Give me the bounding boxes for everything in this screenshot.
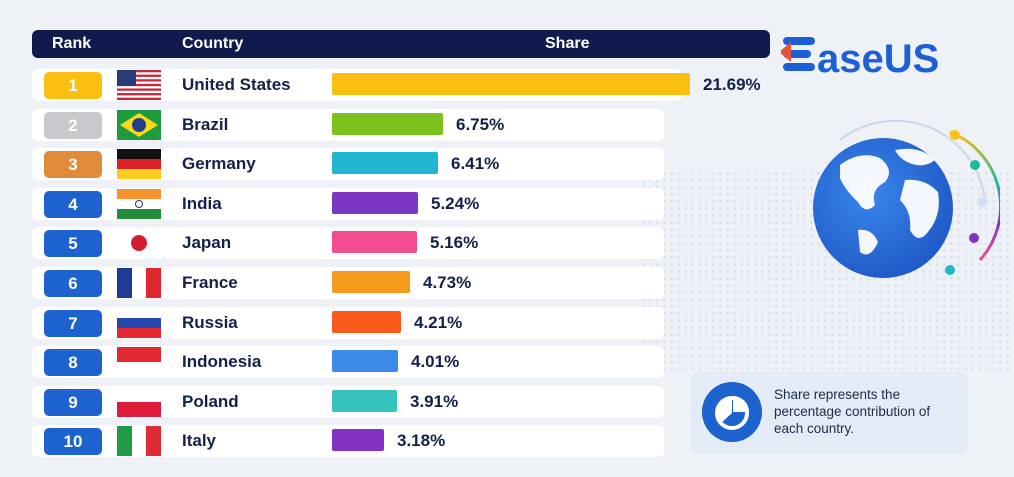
- table-row: 5 Japan 5.16%: [32, 227, 664, 260]
- value-label: 4.01%: [411, 352, 460, 372]
- value-label: 4.21%: [414, 312, 463, 332]
- poland-flag-icon: [117, 386, 161, 417]
- rank-badge: 7: [44, 309, 102, 337]
- country-label: United States: [182, 75, 291, 94]
- country-label: Germany: [182, 154, 256, 174]
- russia-flag-icon: [117, 307, 161, 338]
- value-label: 21.69%: [703, 75, 761, 94]
- table-row: 9 Poland 3.91%: [32, 385, 664, 418]
- country-label: Poland: [182, 391, 239, 411]
- us-flag-icon: [117, 70, 161, 100]
- globe-icon: [813, 120, 1000, 278]
- share-bar: [332, 191, 418, 214]
- share-bar: [332, 389, 397, 412]
- italy-flag-icon: [117, 426, 161, 457]
- share-bar: [332, 112, 443, 135]
- table-row: 4 India 5.24%: [32, 187, 664, 220]
- country-label: Brazil: [182, 114, 229, 134]
- country-label: Russia: [182, 312, 238, 332]
- share-bar: [332, 271, 410, 293]
- pie-chart-icon: [702, 382, 762, 442]
- value-label: 6.41%: [451, 154, 500, 174]
- share-bar: [332, 310, 401, 333]
- note-text: Share represents the percentage contribu…: [774, 387, 931, 436]
- table-row: 8 Indonesia 4.01%: [32, 346, 664, 379]
- table-row: 1 United States 21.69%: [32, 69, 761, 101]
- rank-badge: 3: [44, 151, 102, 179]
- share-bar: [332, 429, 384, 452]
- japan-flag-icon: [117, 228, 161, 259]
- rank-badge: 8: [44, 349, 102, 377]
- share-bar: [332, 73, 690, 95]
- value-label: 5.24%: [431, 193, 480, 213]
- share-bar: [332, 231, 417, 254]
- country-label: France: [182, 273, 238, 292]
- table-row: 3 Germany 6.41%: [32, 148, 664, 181]
- france-flag-icon: [117, 268, 161, 298]
- value-label: 5.16%: [430, 233, 479, 253]
- brazil-flag-icon: [117, 109, 161, 140]
- indonesia-flag-icon: [117, 347, 161, 378]
- share-bar: [332, 152, 438, 175]
- rank-badge: 10: [44, 428, 102, 456]
- country-label: Italy: [182, 431, 217, 451]
- table-row: 2 Brazil 6.75%: [32, 108, 664, 141]
- india-flag-icon: [117, 188, 161, 219]
- rank-header: Rank: [52, 35, 92, 52]
- table-row: 6 France 4.73%: [32, 267, 664, 299]
- table-header: Rank Country Share: [32, 30, 770, 58]
- share-header: Share: [545, 35, 590, 52]
- note-box: Share represents the percentage contribu…: [690, 372, 968, 454]
- rank-badge: 1: [44, 72, 102, 99]
- country-header: Country: [182, 35, 244, 52]
- rank-badge: 4: [44, 190, 102, 218]
- table-row: 10 Italy 3.18%: [32, 425, 664, 458]
- value-label: 4.73%: [423, 273, 472, 292]
- value-label: 6.75%: [456, 114, 505, 134]
- share-bar: [332, 350, 398, 373]
- value-label: 3.91%: [410, 391, 459, 411]
- rank-badge: 2: [44, 111, 102, 139]
- country-label: Indonesia: [182, 352, 262, 372]
- country-label: Japan: [182, 233, 232, 253]
- rank-badge: 9: [44, 388, 102, 416]
- value-label: 3.18%: [397, 431, 446, 451]
- svg-text:aseUS: aseUS: [817, 37, 939, 80]
- easeus-logo: aseUS: [781, 37, 939, 80]
- country-label: India: [182, 193, 222, 213]
- rank-badge: 5: [44, 230, 102, 258]
- rank-badge: 6: [44, 270, 102, 297]
- germany-flag-icon: [117, 149, 161, 180]
- table-row: 7 Russia 4.21%: [32, 306, 664, 339]
